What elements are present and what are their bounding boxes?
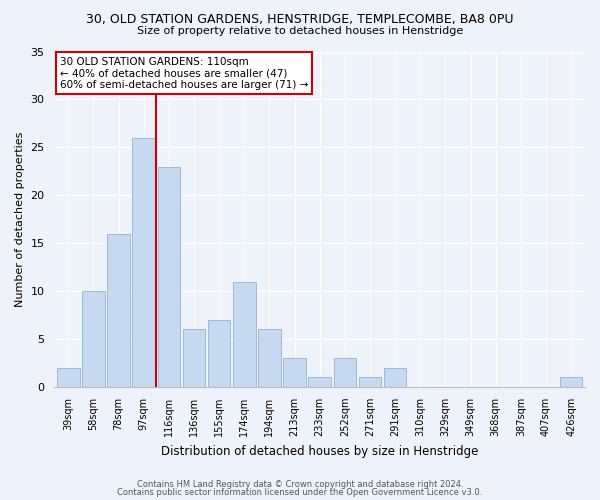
Bar — [384, 368, 406, 387]
Bar — [133, 138, 155, 387]
Bar — [283, 358, 306, 387]
Bar — [233, 282, 256, 387]
Bar — [560, 378, 583, 387]
Bar — [158, 166, 180, 387]
Bar — [308, 378, 331, 387]
Bar — [107, 234, 130, 387]
Text: Contains public sector information licensed under the Open Government Licence v3: Contains public sector information licen… — [118, 488, 482, 497]
Bar — [334, 358, 356, 387]
Text: Contains HM Land Registry data © Crown copyright and database right 2024.: Contains HM Land Registry data © Crown c… — [137, 480, 463, 489]
Bar — [82, 291, 104, 387]
Y-axis label: Number of detached properties: Number of detached properties — [15, 132, 25, 307]
Bar — [258, 330, 281, 387]
Bar — [57, 368, 80, 387]
Bar — [359, 378, 382, 387]
Bar — [182, 330, 205, 387]
Text: 30, OLD STATION GARDENS, HENSTRIDGE, TEMPLECOMBE, BA8 0PU: 30, OLD STATION GARDENS, HENSTRIDGE, TEM… — [86, 12, 514, 26]
Text: Size of property relative to detached houses in Henstridge: Size of property relative to detached ho… — [137, 26, 463, 36]
X-axis label: Distribution of detached houses by size in Henstridge: Distribution of detached houses by size … — [161, 444, 478, 458]
Bar — [208, 320, 230, 387]
Text: 30 OLD STATION GARDENS: 110sqm
← 40% of detached houses are smaller (47)
60% of : 30 OLD STATION GARDENS: 110sqm ← 40% of … — [60, 56, 308, 90]
